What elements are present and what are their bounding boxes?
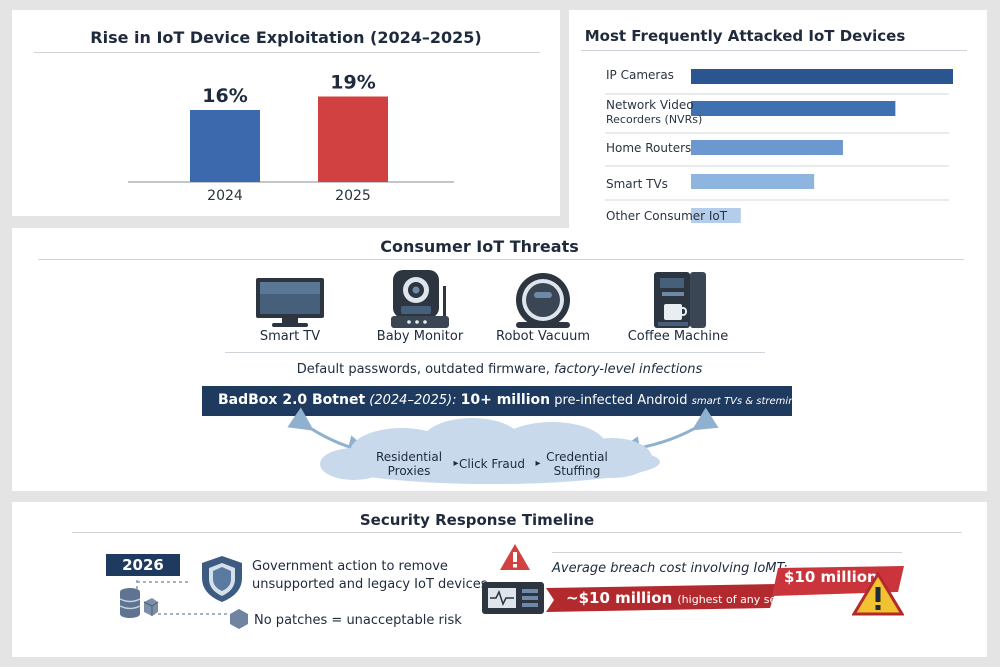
cloud-shape bbox=[320, 418, 660, 484]
exploitation-chart-title: Rise in IoT Device Exploitation (2024–20… bbox=[90, 28, 482, 47]
threats-title: Consumer IoT Threats bbox=[380, 237, 579, 256]
botnet-rest: pre-infected Android bbox=[550, 393, 692, 408]
attacked-category-label: Network Video bbox=[606, 98, 694, 112]
exploitation-value-label: 16% bbox=[202, 85, 247, 107]
attacked-bar bbox=[691, 101, 896, 116]
attacked-category-label: Recorders (NVRs) bbox=[606, 113, 702, 126]
exploitation-category-label: 2025 bbox=[335, 188, 371, 204]
timeline-action-text: Government action to remove unsupported … bbox=[252, 558, 488, 594]
breach-tag: $10 million bbox=[784, 568, 878, 586]
cloud-arrow-1: ▸ bbox=[453, 458, 459, 469]
botnet-small: smart TVs & streming boxes bbox=[691, 396, 792, 407]
attacked-bar bbox=[691, 69, 953, 84]
botnet-name: BadBox 2.0 Botnet bbox=[218, 392, 366, 408]
database-icon bbox=[119, 588, 158, 618]
cloud-item-click-fraud: Click Fraud bbox=[452, 457, 532, 471]
timeline-year: 2026 bbox=[122, 556, 164, 574]
attacked-bar bbox=[691, 174, 815, 189]
exploitation-panel: Rise in IoT Device Exploitation (2024–20… bbox=[12, 10, 560, 216]
breach-note: (highest of any sector) bbox=[677, 593, 803, 606]
timeline-action-line1: Government action to remove bbox=[252, 559, 448, 574]
timeline-title-rule bbox=[72, 532, 962, 533]
baby-monitor-icon bbox=[391, 270, 449, 328]
threats-title-rule bbox=[38, 259, 964, 260]
device-label-smart-tv: Smart TV bbox=[259, 329, 321, 344]
breach-value: ~$10 million bbox=[566, 589, 673, 607]
timeline-no-patches: No patches = unacceptable risk bbox=[254, 613, 462, 628]
botnet-period: (2024–2025): bbox=[365, 393, 461, 408]
breach-value-line: ~$10 million (highest of any sector) bbox=[566, 588, 802, 607]
botnet-count: 10+ million bbox=[460, 392, 551, 408]
threats-subtitle: Default passwords, outdated firmware, fa… bbox=[12, 362, 987, 377]
cloud-arrow-2: ▸ bbox=[535, 458, 541, 469]
cloud-item-line: Click Fraud bbox=[459, 457, 525, 471]
cloud-item-line: Proxies bbox=[387, 464, 431, 478]
cloud-item-line: Credential bbox=[546, 450, 608, 464]
exploitation-chart: 16% 2024 19% 2025 bbox=[128, 72, 454, 204]
exploitation-category-label: 2024 bbox=[207, 188, 243, 204]
timeline-action-line2: unsupported and legacy IoT devices bbox=[252, 577, 488, 592]
cloud-item-credential-stuffing: Credential Stuffing bbox=[537, 450, 617, 478]
coffee-machine-icon bbox=[654, 272, 706, 328]
attacked-category-label: Smart TVs bbox=[606, 177, 668, 191]
caution-icon bbox=[852, 572, 904, 616]
device-label-robot-vacuum: Robot Vacuum bbox=[496, 329, 590, 344]
attacked-bar bbox=[691, 208, 741, 223]
attacked-devices-panel: Most Frequently Attacked IoT Devices IP … bbox=[569, 10, 987, 242]
exploitation-bar bbox=[318, 96, 388, 182]
threats-panel: Consumer IoT Threats Smart TV bbox=[12, 228, 987, 491]
attacked-chart-title: Most Frequently Attacked IoT Devices bbox=[584, 27, 906, 45]
breach-label: Average breach cost involving IoMT: bbox=[552, 561, 788, 576]
shield-icon bbox=[202, 556, 242, 602]
robot-vacuum-icon bbox=[516, 273, 570, 328]
warning-icon bbox=[500, 544, 530, 570]
attacked-category-label: Home Routers bbox=[606, 141, 691, 155]
attacked-bar bbox=[691, 140, 843, 155]
timeline-title: Security Response Timeline bbox=[359, 511, 595, 529]
threats-subtitle-plain: Default passwords, outdated firmware, bbox=[296, 362, 554, 377]
device-label-coffee-machine: Coffee Machine bbox=[627, 329, 729, 344]
cloud-item-line: Stuffing bbox=[553, 464, 601, 478]
medical-monitor-icon bbox=[482, 582, 544, 614]
attacked-category-label: IP Cameras bbox=[606, 68, 674, 82]
exploitation-title-rule bbox=[34, 52, 540, 53]
attacked-title-rule bbox=[581, 50, 967, 51]
breach-top-rule bbox=[552, 552, 902, 553]
tv-icon bbox=[256, 278, 324, 327]
exploitation-bar bbox=[190, 110, 260, 182]
attacked-category-label: Other Consumer IoT bbox=[606, 209, 728, 223]
timeline-year-badge: 2026 bbox=[106, 554, 180, 576]
threats-subtitle-italic: factory-level infections bbox=[553, 362, 703, 377]
cloud-item-residential-proxies: Residential Proxies bbox=[364, 450, 454, 478]
threats-mid-rule bbox=[225, 352, 765, 353]
hexagon-icon bbox=[230, 609, 248, 629]
cloud-item-line: Residential bbox=[375, 450, 443, 464]
exploitation-value-label: 19% bbox=[330, 72, 375, 94]
timeline-panel: Security Response Timeline 2026 Governme… bbox=[12, 502, 987, 657]
device-label-baby-monitor: Baby Monitor bbox=[376, 329, 464, 344]
